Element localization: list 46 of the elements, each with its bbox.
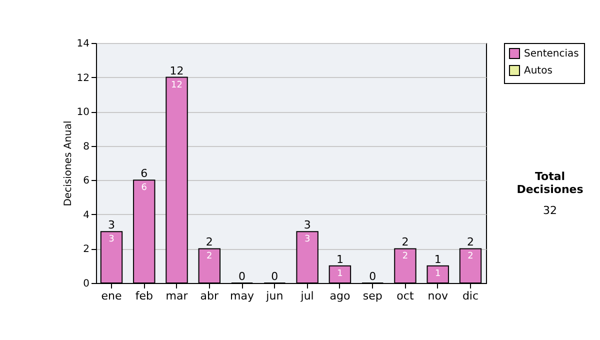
total-label: 0 (271, 270, 278, 283)
data-label: 1 (337, 268, 343, 279)
legend-label: Sentencias (524, 48, 579, 60)
data-label: 6 (141, 183, 148, 194)
data-label: 12 (171, 80, 182, 90)
data-label: 3 (108, 234, 114, 245)
x-tick-label: ago (330, 290, 350, 302)
x-tick-label: oct (396, 290, 414, 302)
y-tick-label: 2 (83, 244, 90, 256)
data-label: 2 (206, 252, 212, 262)
x-tick-label: dic (462, 290, 479, 302)
total-label: 3 (108, 218, 115, 232)
y-tick-label: 14 (76, 38, 90, 50)
text: Total Decisiones (516, 170, 584, 196)
data-label: 3 (304, 234, 310, 245)
y-tick-label: 12 (76, 72, 90, 84)
total-label: 1 (336, 252, 344, 266)
x-tick-label: jul (300, 290, 314, 302)
data-label: 1 (434, 268, 441, 279)
x-tick-label: ene (101, 290, 122, 302)
y-tick-label: 6 (83, 176, 90, 187)
total-label: 2 (402, 236, 409, 249)
x-tick-label: sep (362, 290, 382, 302)
x-tick-label: nov (428, 290, 448, 302)
text: 32 (542, 204, 558, 217)
total-label: 3 (304, 218, 311, 232)
total-label: 0 (238, 270, 246, 283)
total-label: 0 (369, 270, 376, 283)
data-label: 2 (468, 252, 474, 262)
y-tick-label: 0 (83, 278, 90, 290)
y-tick-label: 4 (83, 210, 90, 221)
total-label: 1 (434, 252, 442, 266)
y-tick-label: 8 (83, 141, 90, 152)
x-tick-label: may (230, 290, 255, 302)
x-tick-label: mar (166, 290, 188, 302)
data-label: 2 (402, 252, 408, 262)
total-label: 2 (467, 236, 474, 249)
total-label: 12 (170, 64, 184, 78)
total-label: 2 (206, 236, 213, 249)
x-tick-label: jun (265, 290, 284, 302)
legend-label: Autos (524, 66, 552, 76)
x-tick-label: abr (200, 290, 220, 302)
y-tick-label: 10 (76, 107, 90, 118)
x-tick-label: feb (135, 290, 153, 302)
total-label: 6 (140, 167, 148, 180)
y-axis-title: Decisiones Anual (62, 120, 74, 206)
